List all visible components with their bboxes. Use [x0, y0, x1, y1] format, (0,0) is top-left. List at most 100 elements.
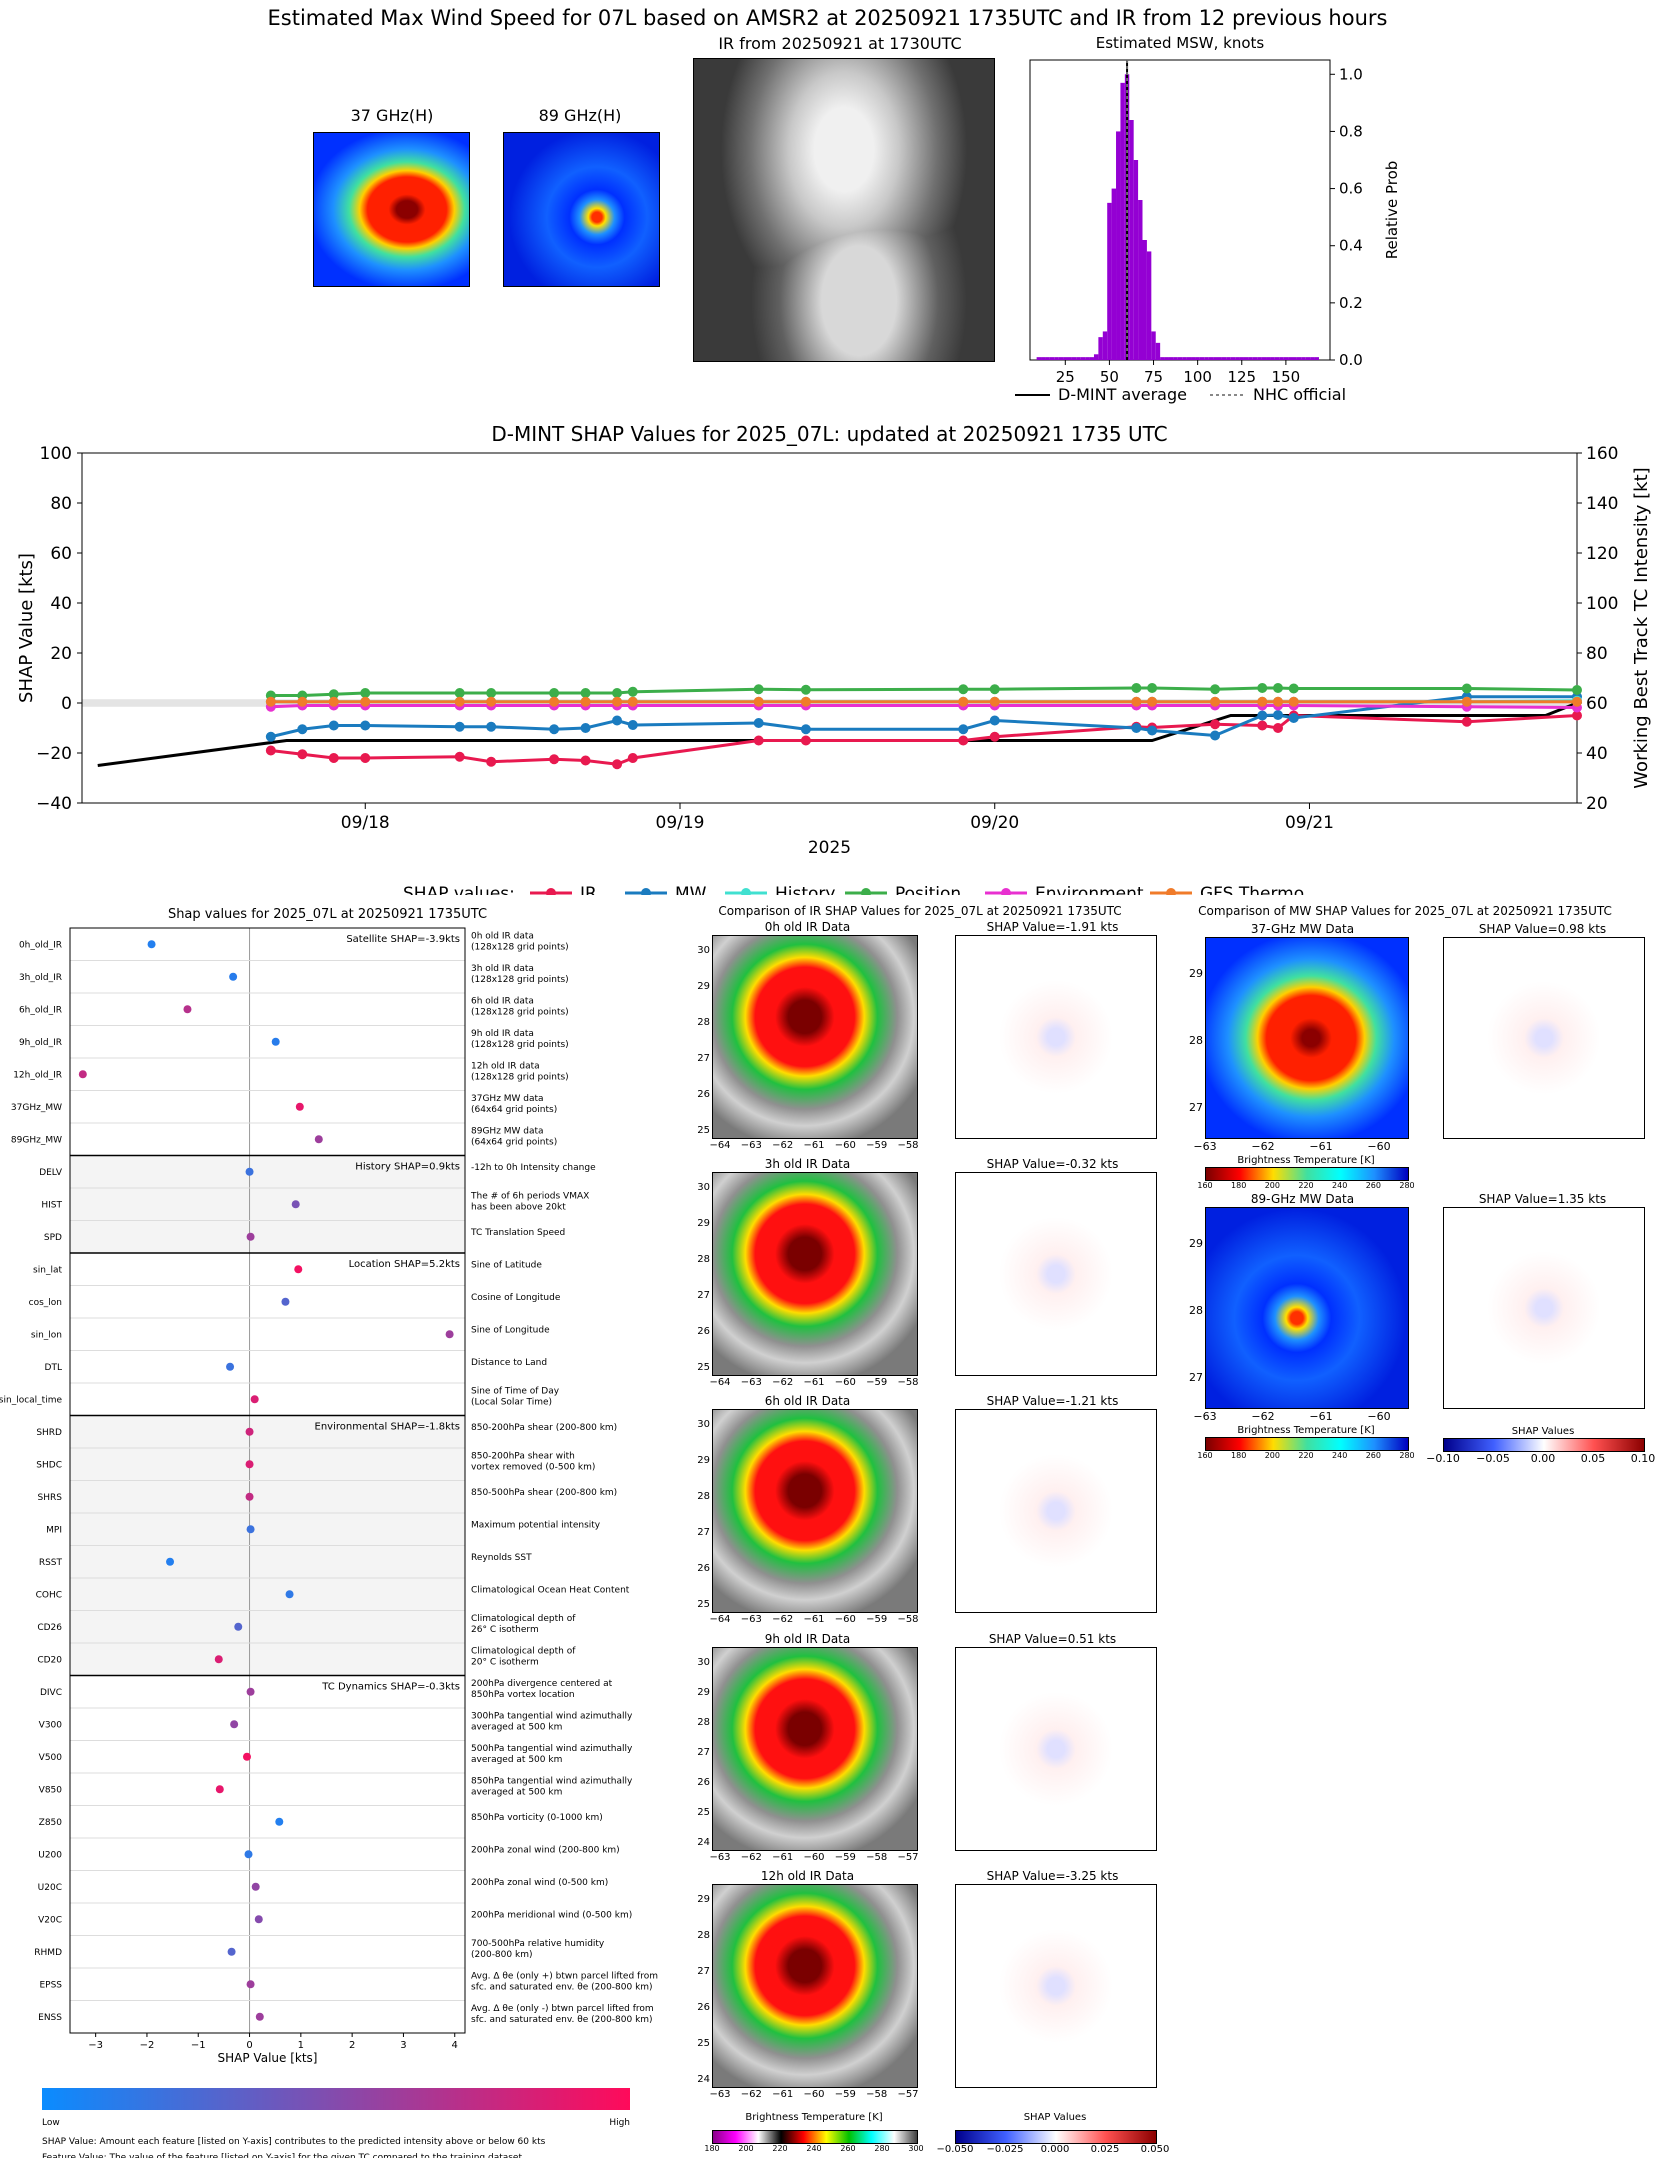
sc-xtick-label: 2: [349, 2040, 355, 2051]
mw-shap-colorbar: [1443, 1438, 1645, 1452]
msw-bar: [1098, 337, 1103, 360]
feature-description: 500hPa tangential wind azimuthally: [471, 1744, 633, 1754]
ir-bt-colorbar-tick: 280: [874, 2144, 890, 2153]
msw-bar: [1199, 357, 1205, 360]
ir-xtick: −57: [897, 2089, 919, 2100]
series-point-mw: [454, 721, 465, 732]
ir-shap-label: SHAP Value=-1.91 kts: [986, 920, 1119, 934]
mw-shap-image: [1443, 937, 1645, 1139]
scatter-title: Shap values for 2025_07L at 20250921 173…: [168, 907, 487, 922]
series-line-environment: [270, 704, 1578, 709]
ir-ytick: 30: [697, 1657, 710, 1668]
series-point-gfs-thermo: [1147, 696, 1158, 707]
feature-name: 37GHz_MW: [11, 1103, 62, 1113]
msw-bar: [1173, 357, 1178, 360]
series-line-ir: [270, 713, 1578, 766]
series-point-mw: [265, 731, 276, 742]
msw-bar: [1058, 357, 1064, 360]
ir-ytick: 28: [697, 1254, 710, 1265]
ir-shap-label: SHAP Value=-3.25 kts: [986, 1869, 1119, 1883]
feature-description: 850-200hPa shear (200-800 km): [471, 1423, 617, 1433]
msw-bar: [1120, 82, 1125, 360]
feature-point: [295, 1102, 304, 1111]
msw-bar: [1195, 357, 1200, 360]
ir-image: [693, 58, 995, 362]
ir-row-image: [712, 1172, 918, 1376]
feature-name: cos_lon: [29, 1298, 62, 1308]
msw-bar: [1191, 357, 1196, 360]
msw-title: Estimated MSW, knots: [1095, 34, 1265, 52]
group-label: TC Dynamics SHAP=-0.3kts: [321, 1682, 460, 1693]
mw-bt-colorbar-tick: 200: [1264, 1451, 1280, 1460]
ir-bt-colorbar: [712, 2130, 918, 2144]
series-point-gfs-thermo: [800, 696, 811, 707]
footnote: Feature Value: The value of the feature …: [42, 2153, 522, 2158]
msw-bar: [1085, 357, 1090, 360]
ts-ytick-right-label: 40: [1586, 744, 1608, 764]
ir-xtick: −59: [834, 2089, 856, 2100]
ir-xtick: −63: [740, 1614, 762, 1625]
msw-xtick-label: 125: [1227, 368, 1256, 386]
mw-comparison-title: Comparison of MW SHAP Values for 2025_07…: [1198, 904, 1612, 918]
ir-xtick: −60: [834, 1377, 856, 1388]
ts-ytick-label: 60: [50, 544, 72, 564]
ir-ytick: 25: [697, 2038, 710, 2049]
mw-ytick: 27: [1189, 1371, 1203, 1384]
series-point-gfs-thermo: [486, 696, 497, 707]
mw-bt-colorbar-tick: 240: [1332, 1451, 1348, 1460]
ir-shap-image: [955, 1647, 1157, 1851]
feature-point: [294, 1265, 303, 1274]
legend-marker: [641, 888, 651, 895]
ir-ytick: 26: [697, 1777, 710, 1788]
series-point-ir: [612, 759, 623, 770]
feature-description: 37GHz MW data: [471, 1094, 544, 1104]
legend-marker: [546, 888, 556, 895]
feature-description: sfc. and saturated env. θe (200-800 km): [471, 2015, 653, 2025]
ir-shap-colorbar-tick: 0.000: [1040, 2144, 1070, 2155]
feature-point: [291, 1200, 300, 1209]
ir-xtick: −59: [866, 1614, 888, 1625]
series-point-mw: [958, 724, 969, 735]
ts-ytick-label: −40: [36, 794, 72, 814]
ir-ytick: 25: [697, 1362, 710, 1373]
feature-point: [250, 1395, 259, 1404]
feature-description: 850hPa tangential wind azimuthally: [471, 1776, 633, 1786]
feature-description: TC Translation Speed: [470, 1228, 565, 1238]
group-label: Satellite SHAP=-3.9kts: [346, 934, 460, 945]
ir-xtick: −64: [709, 1377, 731, 1388]
feature-description: 850hPa vortex location: [471, 1690, 575, 1700]
series-point-gfs-thermo: [1273, 696, 1283, 707]
feature-description: 700-500hPa relative humidity: [471, 1939, 605, 1949]
mw-bt-colorbar-tick: 220: [1298, 1451, 1314, 1460]
feature-point: [78, 1070, 87, 1079]
msw-bar: [1310, 357, 1315, 360]
feature-description: Cosine of Longitude: [471, 1293, 561, 1303]
legend-marker: [1001, 888, 1011, 895]
series-point-mw: [486, 721, 497, 732]
series-point-ir: [297, 749, 308, 760]
series-point-ir: [454, 751, 465, 762]
feature-description: (128x128 grid points): [471, 1040, 569, 1050]
mw-shap-colorbar-tick: −0.10: [1426, 1452, 1460, 1465]
ir-ytick: 29: [697, 1894, 710, 1905]
ir-xtick: −61: [803, 1377, 825, 1388]
feature-description: (128x128 grid points): [471, 1007, 569, 1017]
msw-bar: [1252, 357, 1258, 360]
msw-histogram: 25 50 75 100 125 150 0.0 0.2 0.4 0.6 0.8 1.0 Relativ…: [1015, 59, 1401, 404]
feature-description: vortex removed (0-500 km): [471, 1462, 595, 1472]
msw-bar: [1133, 160, 1139, 360]
msw-ytick-label: 1.0: [1339, 65, 1363, 83]
ir-ytick: 26: [697, 2002, 710, 2013]
mw-ytick: 29: [1189, 967, 1203, 980]
msw-bar: [1102, 331, 1108, 360]
series-point-mw: [580, 723, 591, 733]
mw37-image: [313, 132, 470, 287]
feature-name: RHMD: [34, 1948, 62, 1958]
ir-shap-image: [955, 935, 1157, 1139]
feature-description: 9h old IR data: [471, 1029, 534, 1039]
ir-shap-colorbar-label: SHAP Values: [1023, 2112, 1087, 2123]
feature-name: SHRD: [36, 1428, 62, 1438]
legend-label: Position: [895, 884, 961, 895]
feature-name: sin_lat: [33, 1265, 62, 1275]
msw-bar: [1071, 357, 1077, 360]
